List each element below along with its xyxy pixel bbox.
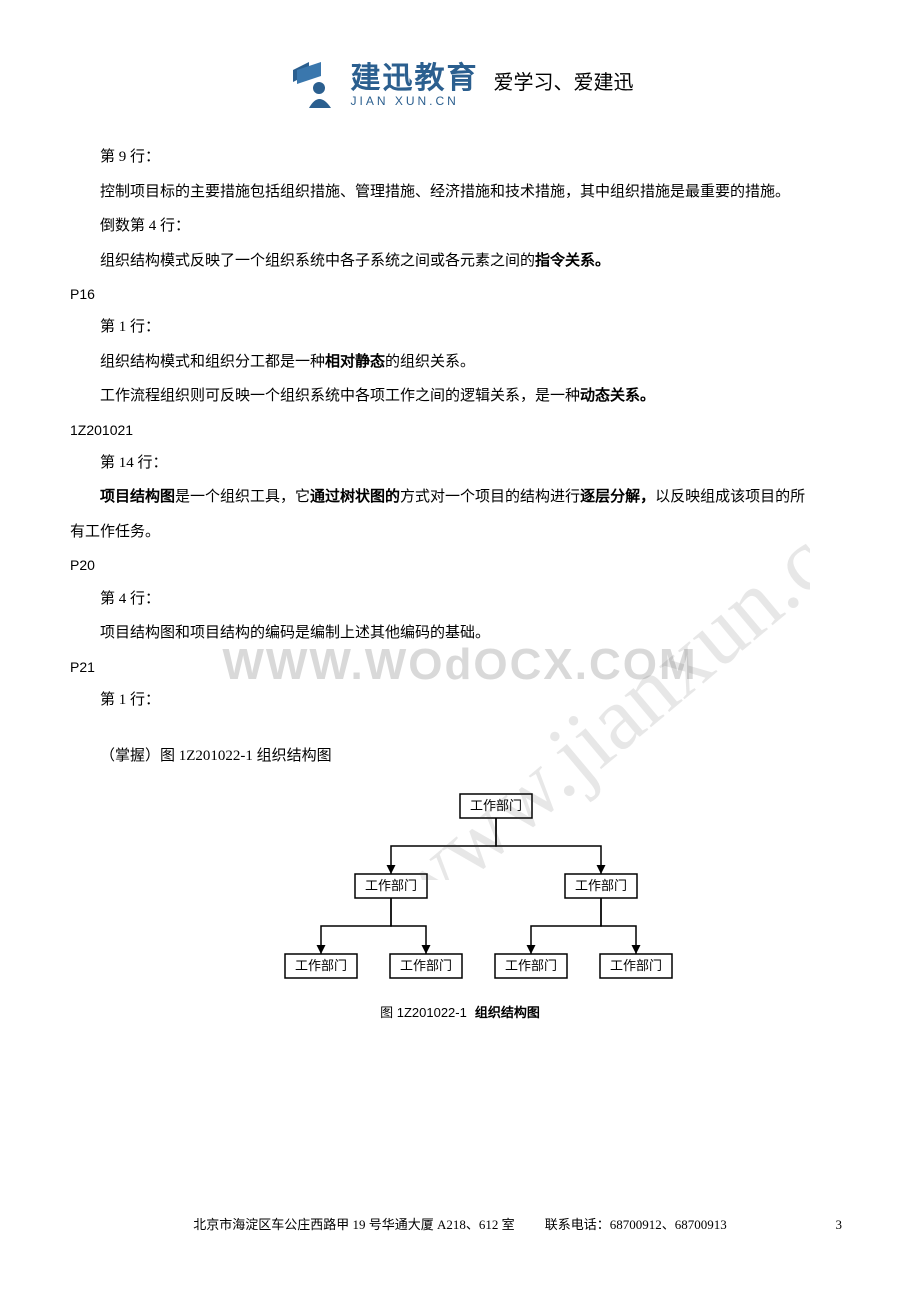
- text-bold: 项目结构图: [100, 488, 175, 505]
- line: 第 14 行：: [70, 446, 850, 481]
- line: 控制项目标的主要措施包括组织措施、管理措施、经济措施和技术措施，其中组织措施是最…: [70, 175, 850, 210]
- footer-phone: 联系电话：68700912、68700913: [545, 1210, 727, 1240]
- svg-text:工作部门: 工作部门: [295, 958, 347, 973]
- line: 工作流程组织则可反映一个组织系统中各项工作之间的逻辑关系，是一种动态关系。: [70, 379, 850, 414]
- text: 组织结构模式和组织分工都是一种: [100, 354, 325, 370]
- line: 倒数第 4 行：: [70, 209, 850, 244]
- text: 方式对一个项目的结构进行: [400, 489, 580, 505]
- svg-text:工作部门: 工作部门: [575, 878, 627, 893]
- slogan: 爱学习、爱建迅: [494, 60, 634, 110]
- logo-en: JIAN XUN.CN: [351, 95, 479, 108]
- header: 建迅教育 JIAN XUN.CN 爱学习、爱建迅: [70, 60, 850, 110]
- line: 第 1 行：: [70, 683, 850, 718]
- org-chart-diagram: 工作部门工作部门工作部门工作部门工作部门工作部门工作部门 图 1Z201022-…: [250, 784, 670, 1028]
- logo-block: 建迅教育 JIAN XUN.CN: [287, 60, 479, 110]
- logo-cn: 建迅教育: [351, 62, 479, 95]
- svg-text:工作部门: 工作部门: [610, 958, 662, 973]
- text-bold: 指令关系。: [535, 252, 610, 269]
- svg-text:工作部门: 工作部门: [470, 798, 522, 813]
- text-bold: 通过树状图的: [310, 488, 400, 505]
- text: 是一个组织工具，它: [175, 489, 310, 505]
- person-flag-icon: [287, 60, 343, 110]
- text: 的组织关系。: [385, 354, 475, 370]
- figure-code: 图 1Z201022-1: [380, 1005, 467, 1020]
- line: 第 4 行：: [70, 582, 850, 617]
- line: 组织结构模式和组织分工都是一种相对静态的组织关系。: [70, 345, 850, 380]
- text-bold: 相对静态: [325, 353, 385, 370]
- content: 第 9 行： 控制项目标的主要措施包括组织措施、管理措施、经济措施和技术措施，其…: [70, 140, 850, 1028]
- page: 建迅教育 JIAN XUN.CN 爱学习、爱建迅 第 9 行： 控制项目标的主要…: [0, 0, 920, 1068]
- page-ref: P20: [70, 549, 850, 581]
- text: 以反映组成该项目的所: [655, 489, 805, 505]
- svg-text:工作部门: 工作部门: [365, 878, 417, 893]
- page-ref: P21: [70, 651, 850, 683]
- svg-text:工作部门: 工作部门: [400, 958, 452, 973]
- line: 有工作任务。: [70, 515, 850, 550]
- line: 第 1 行：: [70, 310, 850, 345]
- text-bold: 动态关系。: [580, 387, 655, 404]
- page-number: 3: [836, 1210, 843, 1240]
- tree-icon: 工作部门工作部门工作部门工作部门工作部门工作部门工作部门: [250, 784, 710, 984]
- footer: 北京市海淀区车公庄西路甲 19 号华通大厦 A218、612 室 联系电话：68…: [0, 1210, 920, 1240]
- line: 第 9 行：: [70, 140, 850, 175]
- line: 组织结构模式反映了一个组织系统中各子系统之间或各元素之间的指令关系。: [70, 244, 850, 279]
- text: （掌握）图 1Z201022-1 组织结构图: [100, 748, 332, 764]
- figure-title: 组织结构图: [475, 1005, 540, 1020]
- figure-heading: （掌握）图 1Z201022-1 组织结构图: [70, 739, 850, 774]
- svg-text:工作部门: 工作部门: [505, 958, 557, 973]
- section-code: 1Z201021: [70, 414, 850, 446]
- text: 组织结构模式反映了一个组织系统中各子系统之间或各元素之间的: [100, 253, 535, 269]
- footer-address: 北京市海淀区车公庄西路甲 19 号华通大厦 A218、612 室: [193, 1210, 514, 1240]
- logo-text: 建迅教育 JIAN XUN.CN: [351, 62, 479, 108]
- text-bold: 逐层分解，: [580, 488, 655, 505]
- line: 项目结构图和项目结构的编码是编制上述其他编码的基础。: [70, 616, 850, 651]
- line: 项目结构图是一个组织工具，它通过树状图的方式对一个项目的结构进行逐层分解，以反映…: [70, 480, 850, 515]
- page-ref: P16: [70, 278, 850, 310]
- text: 工作流程组织则可反映一个组织系统中各项工作之间的逻辑关系，是一种: [100, 388, 580, 404]
- figure-caption: 图 1Z201022-1 组织结构图: [250, 998, 670, 1028]
